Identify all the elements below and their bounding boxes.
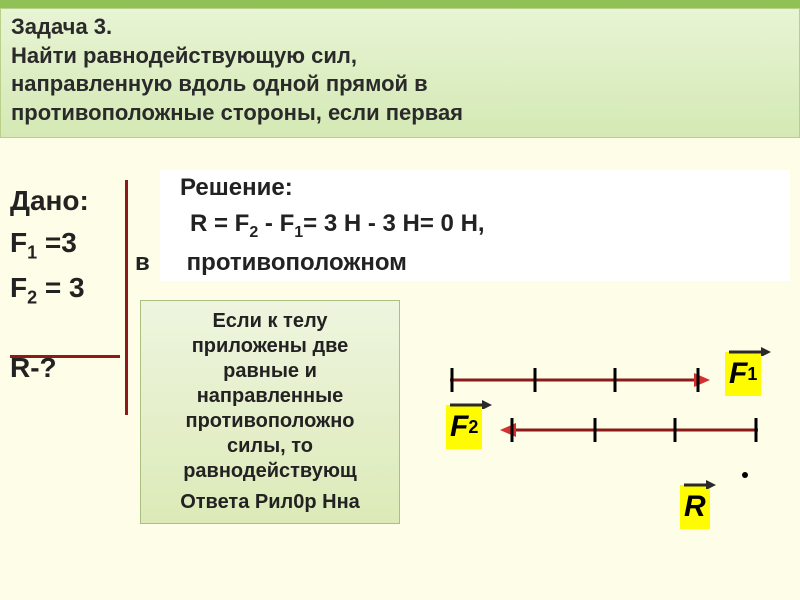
given-vline bbox=[125, 180, 128, 415]
note-l1: Если к телу bbox=[151, 309, 389, 334]
problem-line1: Найти равнодействующую сил, bbox=[11, 42, 789, 71]
r-label: R bbox=[680, 485, 710, 529]
given-question: R-? bbox=[10, 347, 89, 389]
note-box: Если к телу приложены две равные и напра… bbox=[140, 300, 400, 524]
note-l8: Ответа Рил0р Нна bbox=[151, 490, 389, 515]
f1-label: F1 bbox=[725, 352, 761, 396]
note-l4: направленные bbox=[151, 384, 389, 409]
f2-arrow bbox=[500, 415, 760, 445]
problem-statement: Задача 3. Найти равнодействующую сил, на… bbox=[0, 8, 800, 138]
problem-line3: противоположные стороны, если первая bbox=[11, 99, 789, 128]
given-f1: F1 =3 bbox=[10, 222, 89, 267]
note-l5: противоположно bbox=[151, 409, 389, 434]
problem-line2: направленную вдоль одной прямой в bbox=[11, 70, 789, 99]
given-label: Дано: bbox=[10, 180, 89, 222]
given-divider bbox=[10, 355, 120, 358]
solution-formula: R = F2 - F1= 3 Н - 3 Н= 0 Н, bbox=[160, 206, 790, 245]
solution-block: Решение: R = F2 - F1= 3 Н - 3 Н= 0 Н, в … bbox=[160, 170, 790, 281]
f2-label: F2 bbox=[446, 405, 482, 449]
note-l2: приложены две bbox=[151, 334, 389, 359]
note-l3: равные и bbox=[151, 359, 389, 384]
problem-title: Задача 3. bbox=[11, 13, 789, 42]
solution-label: Решение: bbox=[160, 170, 790, 206]
top-accent-bar bbox=[0, 0, 800, 8]
force-diagram: F1 F2 R bbox=[430, 320, 780, 570]
note-l6: силы, то bbox=[151, 434, 389, 459]
note-l7: равнодействующ bbox=[151, 459, 389, 484]
given-f2: F2 = 3 bbox=[10, 267, 89, 312]
r-point bbox=[740, 470, 750, 480]
f1-arrow bbox=[450, 365, 710, 395]
solution-line2: в противоположном bbox=[160, 245, 790, 281]
